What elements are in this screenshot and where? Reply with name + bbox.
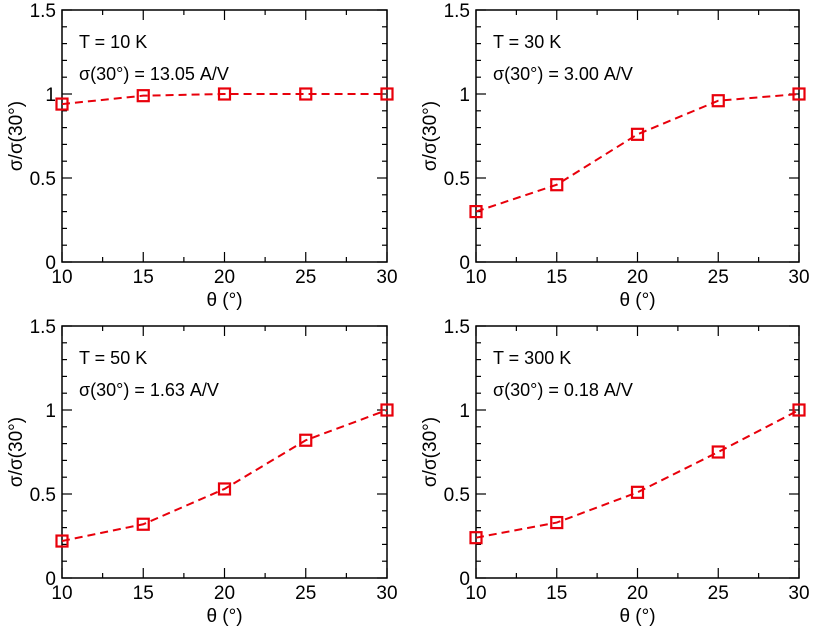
- y-tick-label: 1.5: [30, 1, 56, 22]
- data-point: [630, 485, 645, 499]
- y-tick-label: 1: [45, 85, 56, 106]
- series-line: [61, 93, 387, 106]
- data-point: [380, 87, 394, 101]
- sigma-annotation: σ(30°) = 3.00 A/V: [493, 64, 633, 84]
- x-tick-label: 25: [708, 583, 729, 604]
- x-tick-label: 10: [465, 267, 486, 288]
- y-axis-label: σ/σ(30°): [6, 101, 27, 171]
- x-tick-label: 15: [546, 583, 567, 604]
- y-tick-label: 1.5: [444, 317, 470, 338]
- y-tick-label: 0.5: [444, 169, 470, 190]
- x-tick-label: 25: [295, 583, 316, 604]
- y-tick-label: 0: [45, 253, 56, 274]
- x-tick-label: 10: [51, 267, 72, 288]
- y-axis-label: σ/σ(30°): [6, 417, 27, 487]
- y-tick-label: 1: [45, 401, 56, 422]
- data-point: [299, 433, 313, 447]
- y-tick-label: 0: [459, 569, 470, 590]
- data-point: [55, 534, 69, 548]
- x-axis-label: θ (°): [619, 290, 655, 311]
- data-point: [711, 94, 725, 108]
- chart-panel-3: 10 15 20 25 30 0 0.5 1 1.5 θ (°) σ/σ(30°) T = 50 K σ…: [6, 317, 398, 627]
- x-axis-label: θ (°): [206, 290, 242, 311]
- chart-panel-1: 10 15 20 25 30 0 0.5 1 1.5 θ (°) σ/σ(30°) T = 10 K σ…: [6, 1, 398, 311]
- y-tick-label: 0.5: [30, 485, 56, 506]
- y-tick-label: 0: [459, 253, 470, 274]
- chart-panel-2: 10 15 20 25 30 0 0.5 1 1.5 θ (°) σ/σ(30°) T = 30 K σ…: [420, 1, 810, 311]
- y-tick-label: 1: [459, 401, 470, 422]
- data-point: [792, 403, 806, 417]
- series-line: [475, 93, 800, 213]
- x-tick-label: 15: [133, 583, 154, 604]
- y-tick-label: 1.5: [30, 317, 56, 338]
- x-tick-label: 10: [465, 583, 486, 604]
- chart-panel-4: 10 15 20 25 30 0 0.5 1 1.5 θ (°) σ/σ(30°) T = 300 K…: [420, 317, 810, 627]
- data-point: [550, 178, 564, 192]
- x-tick-label: 30: [788, 267, 809, 288]
- sigma-annotation: σ(30°) = 13.05 A/V: [79, 64, 229, 84]
- series-line: [61, 409, 388, 543]
- y-tick-label: 0.5: [30, 169, 56, 190]
- series-line: [475, 409, 800, 539]
- y-tick-label: 0: [45, 569, 56, 590]
- sigma-annotation: σ(30°) = 1.63 A/V: [79, 380, 219, 400]
- x-tick-label: 25: [295, 267, 316, 288]
- x-tick-label: 20: [627, 583, 648, 604]
- data-point: [711, 445, 725, 459]
- x-tick-label: 30: [788, 583, 809, 604]
- x-tick-label: 20: [627, 267, 648, 288]
- x-tick-label: 15: [546, 267, 567, 288]
- x-tick-label: 30: [376, 583, 397, 604]
- y-axis-label: σ/σ(30°): [420, 417, 441, 487]
- data-point: [469, 205, 483, 219]
- data-point: [550, 515, 564, 530]
- data-point: [469, 531, 483, 545]
- temperature-annotation: T = 50 K: [79, 348, 147, 368]
- x-tick-label: 15: [133, 267, 154, 288]
- y-tick-label: 1.5: [444, 1, 470, 22]
- x-tick-label: 30: [376, 267, 397, 288]
- data-point: [136, 89, 150, 103]
- y-tick-label: 0.5: [444, 485, 470, 506]
- temperature-annotation: T = 30 K: [493, 32, 561, 52]
- x-axis-label: θ (°): [206, 606, 242, 627]
- x-tick-label: 25: [708, 267, 729, 288]
- temperature-annotation: T = 10 K: [79, 32, 147, 52]
- sigma-annotation: σ(30°) = 0.18 A/V: [493, 380, 633, 400]
- data-point: [217, 482, 232, 496]
- data-point: [136, 517, 150, 531]
- data-point: [380, 403, 394, 417]
- y-tick-label: 1: [459, 85, 470, 106]
- data-point: [299, 87, 313, 101]
- x-tick-label: 20: [214, 267, 235, 288]
- x-tick-label: 10: [51, 583, 72, 604]
- data-point: [792, 87, 806, 101]
- data-point: [55, 97, 69, 111]
- data-point: [217, 87, 232, 101]
- x-axis-label: θ (°): [619, 606, 655, 627]
- data-point: [630, 127, 645, 141]
- y-axis-label: σ/σ(30°): [420, 101, 441, 171]
- x-tick-label: 20: [214, 583, 235, 604]
- temperature-annotation: T = 300 K: [493, 348, 571, 368]
